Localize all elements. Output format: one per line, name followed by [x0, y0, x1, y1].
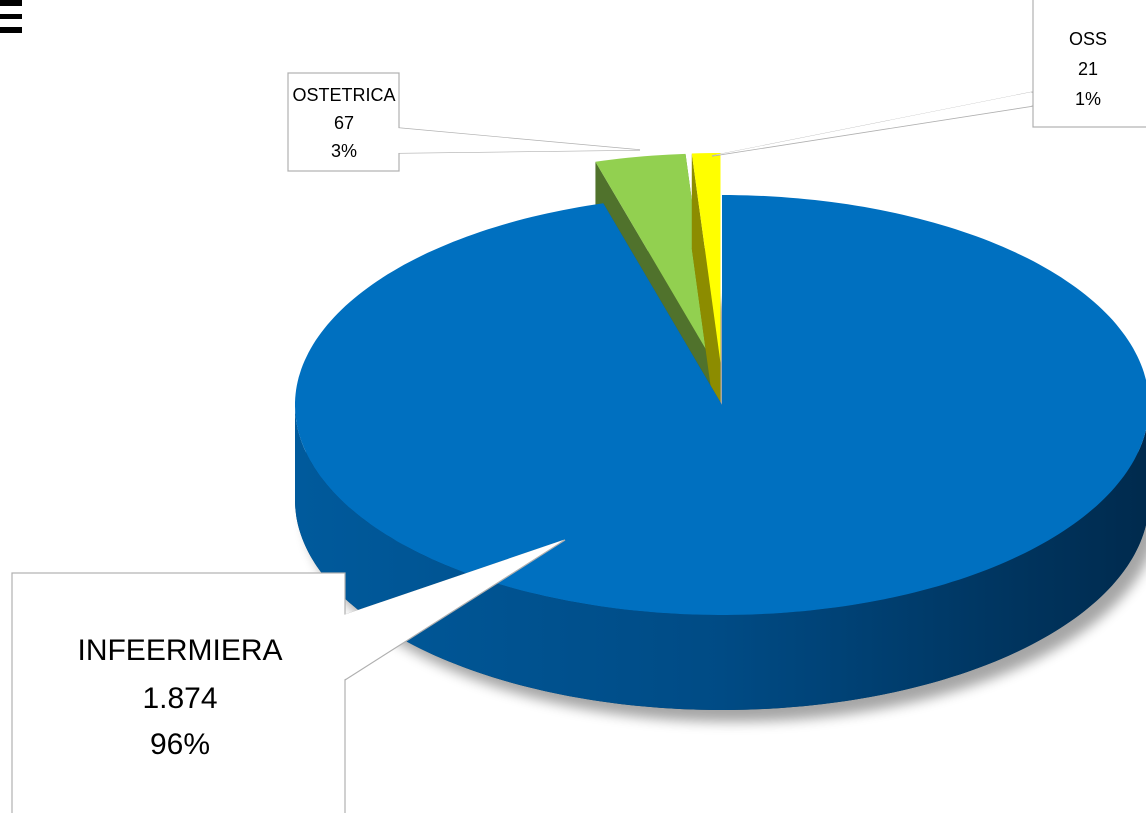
callout-fill	[343, 540, 564, 680]
value-label: 67	[334, 113, 354, 133]
category-label: OSTETRICA	[292, 85, 395, 105]
slice-side	[295, 405, 1146, 710]
decoration	[0, 0, 22, 6]
pie	[295, 153, 1146, 722]
value-label: 21	[1078, 59, 1098, 79]
value-label: 1.874	[142, 682, 217, 715]
slice	[691, 153, 721, 459]
percent-label: 96%	[150, 728, 210, 761]
labels: INFEERMIERA 1.874 96% OSTETRICA 67 3% OSS 21 1%	[11, 0, 1146, 813]
slice	[295, 195, 1146, 710]
percent-label: 1%	[1075, 89, 1101, 109]
percent-label: 3%	[331, 141, 357, 161]
callout-fill	[397, 128, 639, 153]
decoration	[0, 14, 22, 19]
slice-top	[691, 153, 721, 364]
slice-wall	[691, 153, 721, 459]
label-box	[287, 72, 400, 172]
slice-top	[295, 195, 1146, 615]
label-box	[11, 572, 346, 813]
category-label: INFEERMIERA	[77, 634, 282, 667]
label-box	[1032, 0, 1146, 128]
slice-top	[595, 153, 715, 364]
callout-fill	[710, 92, 1032, 156]
category-label: OSS	[1069, 29, 1107, 49]
decoration	[0, 27, 22, 33]
